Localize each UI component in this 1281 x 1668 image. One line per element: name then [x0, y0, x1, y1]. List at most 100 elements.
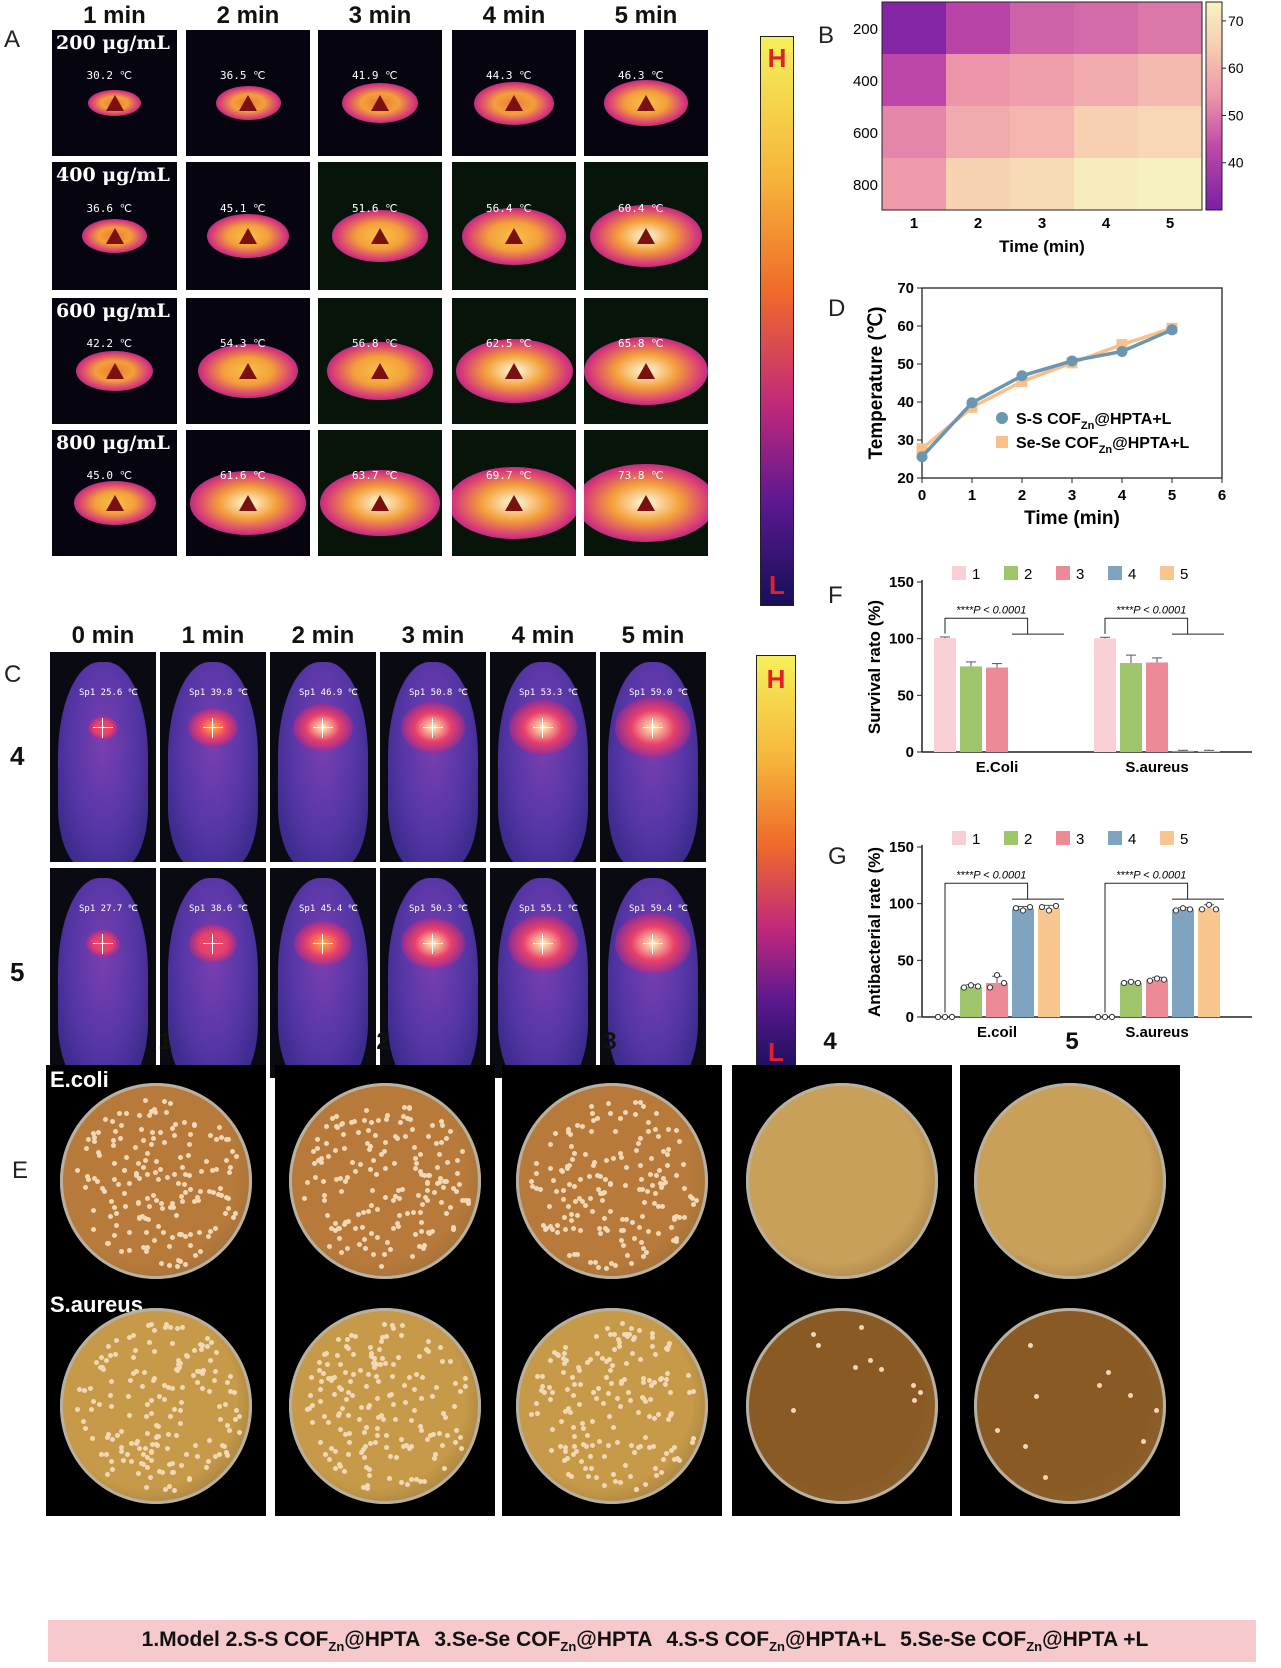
bacterial-colony — [648, 1396, 654, 1402]
bacterial-colony — [91, 1227, 97, 1233]
bacterial-colony — [325, 1154, 331, 1160]
bacterial-colony — [90, 1208, 96, 1214]
x-tick-label: 4 — [1102, 215, 1111, 232]
bacterial-colony — [111, 1160, 117, 1166]
replicate-point — [1146, 977, 1154, 984]
heatmap-frame — [881, 1, 1203, 211]
bacterial-colony — [222, 1401, 228, 1407]
bacterial-colony — [172, 1122, 178, 1128]
bacterial-colony — [333, 1177, 339, 1183]
heatmap-cell — [1138, 2, 1202, 54]
bacterial-colony — [413, 1166, 419, 1172]
bacterial-colony — [166, 1244, 172, 1250]
bacterial-colony — [539, 1383, 545, 1389]
crosshair-icon — [313, 942, 333, 944]
bacterial-colony — [329, 1226, 335, 1232]
agar-plate-photo — [960, 1065, 1180, 1291]
triangle-marker-icon — [505, 228, 523, 245]
bacterial-colony — [637, 1357, 643, 1363]
bacterial-colony — [575, 1365, 581, 1371]
bacterial-colony — [187, 1172, 193, 1178]
bacterial-colony — [607, 1111, 613, 1117]
bacterial-colony — [409, 1418, 414, 1424]
bacterial-colony — [370, 1251, 376, 1257]
bacterial-colony — [364, 1465, 370, 1471]
bacterial-colony — [200, 1371, 206, 1377]
bacterial-colony — [579, 1198, 585, 1204]
bacterial-colony — [448, 1205, 454, 1211]
replicate-point — [960, 984, 968, 991]
bacterial-colony — [317, 1359, 323, 1365]
bacterial-colony — [585, 1433, 591, 1439]
bacterial-colony — [102, 1117, 108, 1123]
bacterial-colony — [176, 1365, 182, 1371]
bacterial-colony — [338, 1176, 344, 1182]
thermal-image: 54.3 ℃ — [186, 298, 310, 424]
y-tick-label: 60 — [897, 318, 914, 335]
bacterial-colony — [399, 1323, 405, 1329]
bacterial-colony — [149, 1322, 155, 1328]
bacterial-colony — [418, 1229, 424, 1235]
bacterial-colony — [111, 1177, 117, 1183]
bacterial-colony — [103, 1357, 109, 1363]
bacterial-colony — [661, 1457, 667, 1463]
category-label: E.coil — [977, 1024, 1017, 1041]
bacterial-colony — [155, 1424, 161, 1430]
bacterial-colony — [178, 1259, 184, 1265]
bacterial-colony — [673, 1237, 679, 1243]
temperature-readout: 46.3 ℃ — [618, 69, 664, 83]
bacterial-colony — [165, 1445, 171, 1451]
bacterial-colony — [170, 1235, 175, 1241]
bacterial-colony — [621, 1376, 627, 1382]
data-point — [1166, 324, 1178, 336]
bacterial-colony — [693, 1197, 699, 1203]
bacterial-colony — [589, 1103, 595, 1109]
series-line — [920, 328, 1173, 458]
bacterial-colony — [438, 1200, 444, 1206]
legend-label: 3 — [1076, 566, 1084, 583]
bacterial-colony — [565, 1455, 571, 1461]
bacterial-colony — [396, 1187, 402, 1193]
bacterial-colony — [639, 1213, 645, 1219]
bacterial-colony — [163, 1487, 169, 1493]
temperature-readout: 61.6 ℃ — [220, 469, 266, 483]
bacterial-colony — [217, 1185, 223, 1191]
bacterial-colony — [379, 1152, 385, 1158]
panel-f-bar-chart: 0 50 100 150 Survival rato (%) 1 2 3 4 5 E.Coli ***… — [865, 566, 1252, 776]
bacterial-colony — [313, 1174, 319, 1180]
bacterial-colony — [636, 1327, 642, 1333]
colorbar-tick-label: 60 — [1228, 60, 1244, 76]
bar — [960, 986, 982, 1017]
mouse-body — [168, 878, 258, 1078]
crosshair-icon — [203, 726, 223, 728]
bacterial-colony — [166, 1483, 172, 1489]
bacterial-colony — [642, 1399, 648, 1405]
bacterial-colony — [227, 1388, 233, 1394]
bacterial-colony — [374, 1395, 380, 1401]
bacterial-colony — [852, 1364, 858, 1370]
bacterial-colony — [109, 1198, 115, 1204]
bacterial-colony — [554, 1189, 560, 1195]
bacterial-colony — [562, 1226, 568, 1232]
replicate-point — [1000, 979, 1008, 987]
bacterial-colony — [425, 1172, 431, 1178]
bacterial-colony — [466, 1200, 472, 1206]
bacterial-colony — [431, 1455, 437, 1461]
group-header: 2 — [376, 1028, 390, 1055]
legend-label: 2 — [1024, 831, 1032, 848]
bacterial-colony — [429, 1393, 435, 1399]
bacterial-colony — [171, 1132, 177, 1138]
bacterial-colony — [410, 1126, 416, 1132]
mouse-thermal-image: Sp1 38.6 ℃ — [160, 868, 266, 1078]
bacterial-colony — [650, 1334, 656, 1340]
bacterial-colony — [628, 1261, 634, 1267]
bacterial-colony — [167, 1100, 173, 1106]
bacterial-colony — [445, 1159, 451, 1165]
bacterial-colony — [533, 1161, 539, 1167]
bacterial-colony — [588, 1195, 594, 1201]
data-point — [1016, 370, 1028, 382]
data-point — [916, 443, 928, 455]
bacterial-colony — [651, 1200, 657, 1206]
bacterial-colony — [127, 1229, 133, 1235]
bacterial-colony — [231, 1389, 237, 1395]
